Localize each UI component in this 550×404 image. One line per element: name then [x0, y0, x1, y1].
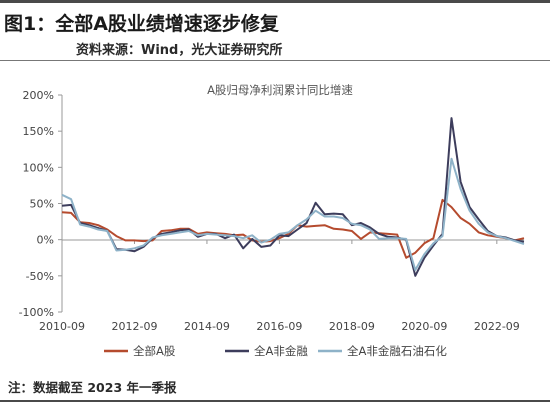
figure-source: 资料来源：Wind，光大证券研究所 [76, 43, 283, 58]
x-axis: 2010-09 2012-09 2014-09 2016-09 2018-09 2020-… [39, 240, 520, 333]
x-tick-label: 2012-09 [111, 320, 157, 333]
series-group [61, 117, 525, 277]
series-line-3 [61, 157, 525, 271]
legend-label: 全A非金融石油石化 [347, 344, 447, 358]
y-tick-label: 100% [23, 161, 54, 174]
data-note: 注：数据截至 2023 年一季报 [8, 380, 177, 395]
y-tick-label: 200% [23, 89, 54, 102]
x-tick-label: 2016-09 [256, 320, 302, 333]
top-rule [0, 0, 550, 3]
x-tick-label: 2010-09 [39, 320, 85, 333]
x-tick-label: 2018-09 [329, 320, 375, 333]
y-tick-label: 150% [23, 125, 54, 138]
legend: 全部A股 全A非金融 全A非金融石油石化 [104, 344, 447, 358]
legend-label: 全A非金融 [254, 344, 308, 358]
figure-header: 图1：全部A股业绩增速逐步修复 资料来源：Wind，光大证券研究所 [0, 0, 550, 62]
y-tick-label: -100% [19, 306, 54, 319]
header-divider [0, 60, 550, 61]
figure-title: 图1：全部A股业绩增速逐步修复 [4, 13, 279, 35]
line-chart: A股归母净利润累计同比增速 -100% -50% 0% 50% 100% 150% 200%… [19, 83, 525, 358]
x-tick-label: 2014-09 [184, 320, 230, 333]
x-tick-label: 2020-09 [401, 320, 447, 333]
y-axis: -100% -50% 0% 50% 100% 150% 200% [19, 89, 62, 319]
series-line-2 [61, 117, 525, 277]
x-tick-label: 2022-09 [474, 320, 520, 333]
legend-label: 全部A股 [133, 344, 176, 358]
chart-title: A股归母净利润累计同比增速 [207, 83, 353, 97]
bottom-rule [0, 400, 550, 402]
y-tick-label: 0% [37, 234, 54, 247]
y-tick-label: -50% [26, 270, 54, 283]
y-tick-label: 50% [30, 198, 54, 211]
